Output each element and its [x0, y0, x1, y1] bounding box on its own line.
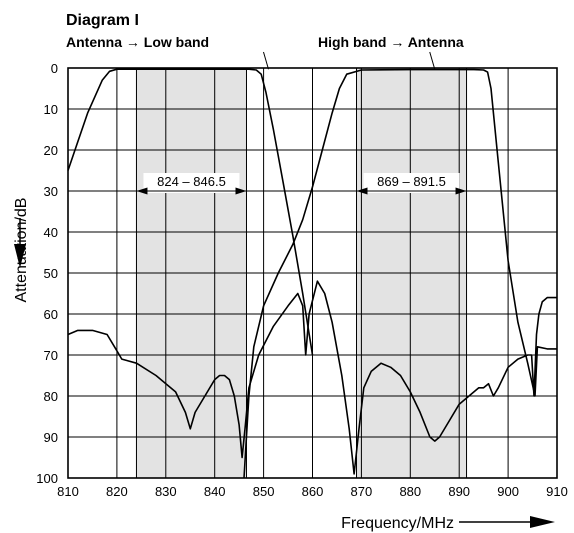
y-tick-label: 0 [51, 61, 58, 76]
x-tick-label: 860 [302, 484, 324, 499]
x-tick-label: 870 [351, 484, 373, 499]
chart-title: Diagram I [66, 12, 139, 29]
x-tick-label: 900 [497, 484, 519, 499]
passband-label-1: 824 – 846.5 [136, 173, 247, 195]
series-line-2 [243, 68, 557, 479]
y-tick-label: 50 [44, 266, 58, 281]
x-tick-label: 880 [399, 484, 421, 499]
series-callout-2 [429, 51, 436, 70]
y-axis-arrow-head [14, 244, 26, 268]
y-tick-label: 30 [44, 184, 58, 199]
plot-frame [67, 67, 558, 479]
passband-label-box [143, 173, 240, 193]
y-tick-label: 20 [44, 143, 58, 158]
passband-arrow-left [136, 187, 148, 195]
passband-arrow-right [235, 187, 247, 195]
passband-labels: 824 – 846.5 869 – 891.5 [136, 173, 467, 195]
x-tick-label: 850 [253, 484, 275, 499]
x-tick-label: 910 [546, 484, 568, 499]
y-tick-label: 90 [44, 430, 58, 445]
x-axis-label: Frequency/MHz [341, 515, 454, 532]
passband-label-2: 869 – 891.5 [356, 173, 467, 195]
series-callout-lines [263, 51, 436, 70]
x-tick-label: 810 [57, 484, 79, 499]
y-tick-label: 80 [44, 389, 58, 404]
x-tick-label: 840 [204, 484, 226, 499]
series-line-3 [67, 280, 557, 475]
series-lines [67, 68, 557, 479]
y-tick-label: 40 [44, 225, 58, 240]
series-callout-1 [263, 51, 269, 70]
passband-label-text: 869 – 891.5 [377, 174, 446, 189]
passband-label-text: 824 – 846.5 [157, 174, 226, 189]
passband-label-box [363, 173, 460, 193]
x-tick-labels: 810 820 830 840 850 860 870 880 890 900 910 [57, 484, 568, 499]
x-tick-label: 890 [448, 484, 470, 499]
passband-arrow-right [455, 187, 467, 195]
passband-arrow-left [356, 187, 368, 195]
series-label-high-band: High band → Antenna [318, 34, 464, 50]
series-label-low-band: Antenna → Low band [66, 34, 209, 50]
series-line-1 [67, 68, 314, 356]
y-tick-label: 100 [36, 471, 58, 486]
y-tick-label: 70 [44, 348, 58, 363]
x-axis-arrow-head [530, 516, 555, 528]
y-tick-label: 10 [44, 102, 58, 117]
y-tick-labels: 0 10 20 30 40 50 60 70 80 90 100 [36, 61, 58, 486]
x-tick-label: 830 [155, 484, 177, 499]
x-tick-label: 820 [106, 484, 128, 499]
y-tick-label: 60 [44, 307, 58, 322]
